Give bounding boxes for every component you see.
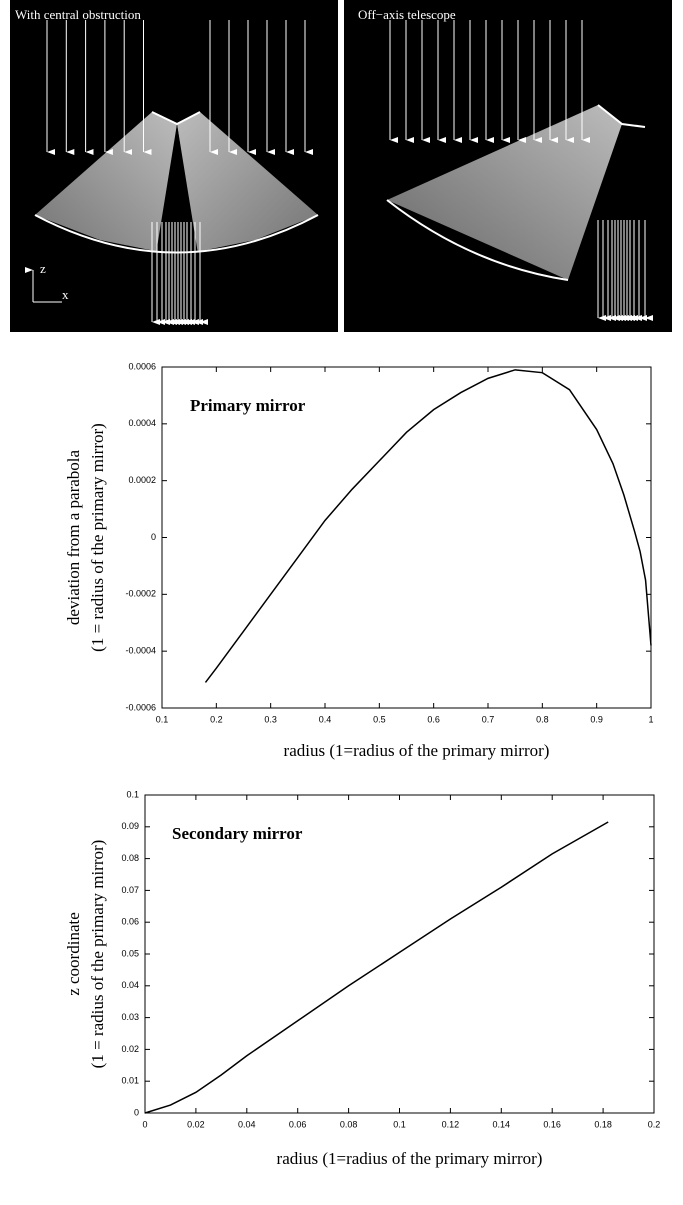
arrows <box>389 20 653 321</box>
y-tick-label: 0.0006 <box>128 361 156 371</box>
x-tick-label: 0.6 <box>427 714 440 724</box>
x-tick-label: 0.02 <box>187 1119 205 1129</box>
y-tick-label: -0.0006 <box>125 702 156 712</box>
y-tick-label: 0.0002 <box>128 475 156 485</box>
x-tick-label: 0.06 <box>289 1119 307 1129</box>
x-tick-label: 0.1 <box>156 714 169 724</box>
y-tick-label: 0 <box>151 532 156 542</box>
axis-label: z <box>40 261 46 276</box>
y-tick-label: 0 <box>134 1107 139 1117</box>
y-tick-label: 0.1 <box>126 789 139 799</box>
x-axis-label: radius (1=radius of the primary mirror) <box>284 741 550 760</box>
y-tick-label: 0.06 <box>121 917 139 927</box>
y-tick-label: 0.05 <box>121 948 139 958</box>
panel-title: With central obstruction <box>15 7 141 22</box>
panel-central: With central obstruction z x <box>10 0 338 332</box>
data-line <box>204 369 652 683</box>
y-tick-label: -0.0002 <box>125 589 156 599</box>
data-line <box>144 821 609 1114</box>
panel-title: Off−axis telescope <box>358 7 456 22</box>
x-tick-label: 0 <box>142 1119 147 1129</box>
x-tick-label: 0.08 <box>340 1119 358 1129</box>
primary-mirror <box>34 214 319 254</box>
x-tick-label: 1 <box>648 714 653 724</box>
x-tick-label: 0.4 <box>319 714 332 724</box>
x-axis-label: radius (1=radius of the primary mirror) <box>277 1149 543 1168</box>
y-tick-label: 0.01 <box>121 1076 139 1086</box>
x-tick-label: 0.9 <box>590 714 603 724</box>
axis-label: x <box>62 287 69 302</box>
secondary-mirror <box>151 111 201 126</box>
arrows <box>46 20 313 325</box>
annotation: Secondary mirror <box>172 824 303 843</box>
y-axis-label: z coordinate <box>64 912 83 996</box>
x-tick-label: 0.14 <box>493 1119 511 1129</box>
x-tick-label: 0.2 <box>210 714 223 724</box>
x-tick-label: 0.16 <box>543 1119 561 1129</box>
annotation: Primary mirror <box>190 396 306 415</box>
y-tick-label: 0.09 <box>121 821 139 831</box>
panel-offaxis: Off−axis telescope <box>344 0 672 332</box>
light-fan <box>35 112 177 252</box>
y-tick-label: 0.03 <box>121 1012 139 1022</box>
plot-frame <box>161 366 652 709</box>
y-tick-label: 0.08 <box>121 853 139 863</box>
x-tick-label: 0.5 <box>373 714 386 724</box>
x-tick-label: 0.1 <box>393 1119 406 1129</box>
x-tick-label: 0.3 <box>264 714 277 724</box>
y-tick-label: 0.02 <box>121 1044 139 1054</box>
x-tick-label: 0.7 <box>482 714 495 724</box>
light-fan <box>387 105 622 280</box>
x-tick-label: 0.04 <box>238 1119 256 1129</box>
x-tick-label: 0.2 <box>648 1119 661 1129</box>
x-tick-label: 0.8 <box>536 714 549 724</box>
y-tick-label: -0.0004 <box>125 646 156 656</box>
y-axis-label: deviation from a parabola <box>64 449 83 625</box>
y-tick-label: 0.0004 <box>128 418 156 428</box>
x-tick-label: 0.18 <box>594 1119 612 1129</box>
secondary-mirror <box>597 104 646 128</box>
y-tick-label: 0.07 <box>121 885 139 895</box>
y-axis-label: (1 = radius of the primary mirror) <box>88 423 107 652</box>
y-tick-label: 0.04 <box>121 980 139 990</box>
x-tick-label: 0.12 <box>442 1119 460 1129</box>
primary-mirror <box>386 199 569 281</box>
light-fan <box>177 112 318 252</box>
y-axis-label: (1 = radius of the primary mirror) <box>88 840 107 1069</box>
